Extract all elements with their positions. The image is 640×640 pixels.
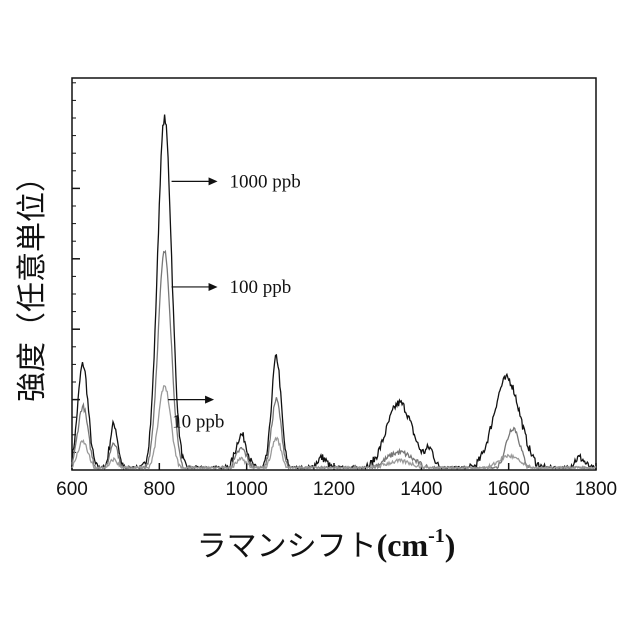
x-axis-title-main: ラマンシフト [197, 529, 377, 564]
x-axis-title-unit: (cm [377, 527, 429, 563]
x-tick-label: 1800 [575, 479, 617, 500]
x-tick-label: 1600 [488, 479, 530, 500]
x-tick-label: 1400 [400, 479, 442, 500]
x-tick-label: 600 [56, 479, 88, 500]
annotation-label: 10 ppb [172, 412, 224, 433]
x-tick-label: 1000 [226, 479, 268, 500]
x-axis-title-superscript: -1 [428, 525, 445, 547]
x-tick-label: 1200 [313, 479, 355, 500]
series-line-100-ppb [72, 251, 596, 468]
annotation-1000-ppb: 1000 ppb [172, 171, 301, 192]
annotation-arrow-head [205, 396, 214, 404]
y-axis-title: 強度（任意単位） [15, 162, 50, 402]
plot-frame [72, 78, 596, 470]
x-axis-title-close: ) [445, 527, 456, 563]
series-layer [72, 115, 596, 469]
annotation-label: 1000 ppb [230, 171, 301, 192]
annotation-100-ppb: 100 ppb [172, 277, 292, 298]
x-axis-title: ラマンシフト(cm-1) [197, 525, 456, 564]
annotation-label: 100 ppb [230, 277, 292, 298]
x-tick-label: 800 [143, 479, 175, 500]
plot-border [72, 78, 596, 470]
annotation-arrow-head [209, 177, 218, 185]
annotation-arrow-head [209, 283, 218, 291]
series-line-1000-ppb [72, 115, 596, 469]
